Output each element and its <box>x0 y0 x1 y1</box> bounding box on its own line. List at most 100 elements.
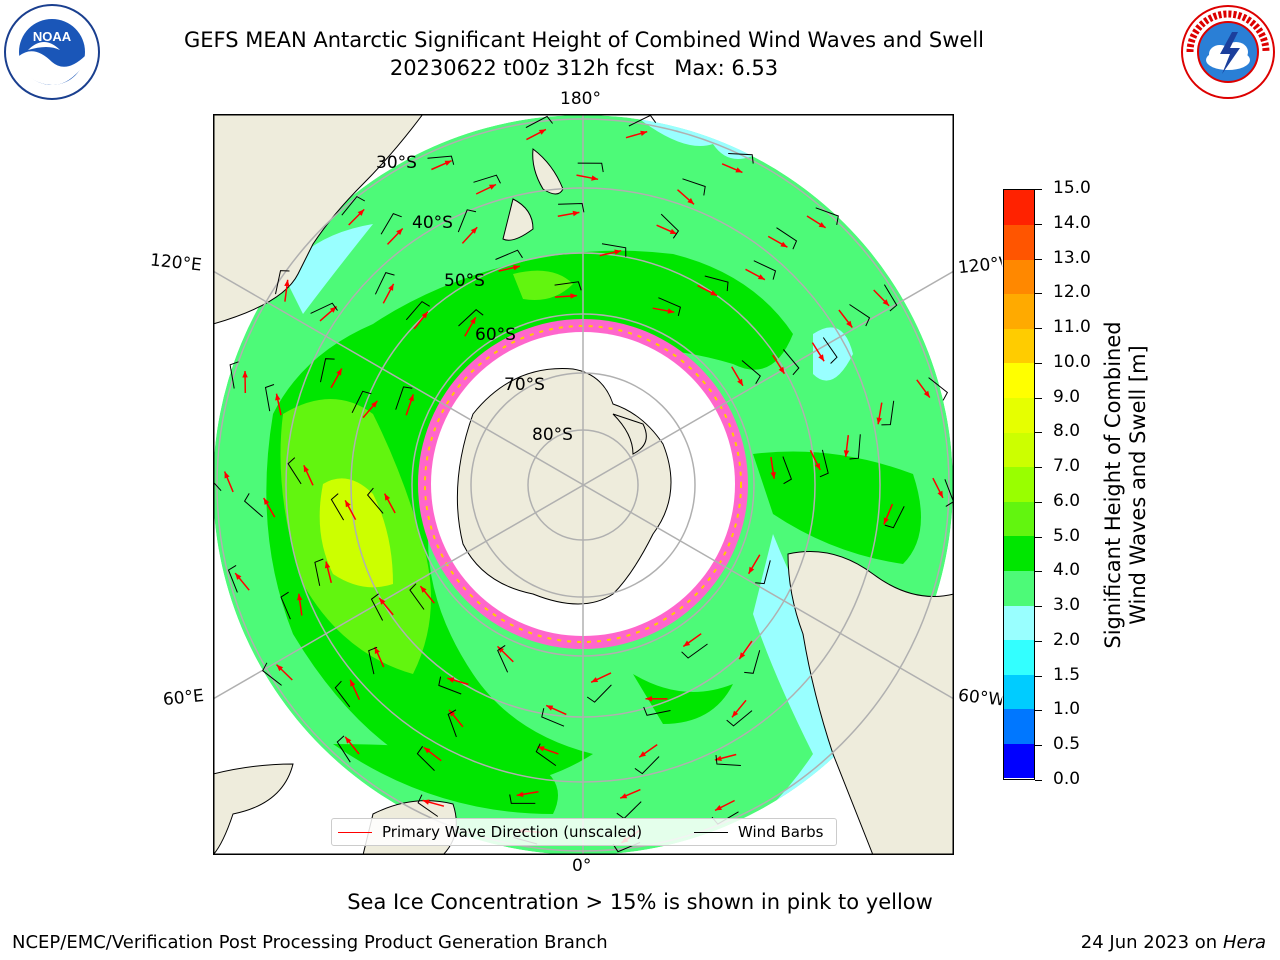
ocean-5-6m-north <box>513 270 573 300</box>
colorbar-tickmark <box>1035 223 1042 225</box>
wind-barb <box>416 746 435 771</box>
wind-barb <box>457 209 477 233</box>
footer-organization: NCEP/EMC/Verification Post Processing Pr… <box>12 932 608 953</box>
wind-barb <box>577 162 604 173</box>
wind-barb <box>643 706 671 716</box>
colorbar-tick-label: 8.0 <box>1053 421 1081 442</box>
colorbar-segment <box>1004 743 1034 779</box>
wind-barb <box>884 506 905 529</box>
wave-arrow-head <box>336 368 342 376</box>
colorbar-segment <box>1004 328 1034 364</box>
colorbar-segment <box>1004 708 1034 744</box>
wave-arrow-head <box>757 274 765 280</box>
lon-label-120W: 120°W <box>957 253 1003 279</box>
noaa-logo-text: NOAA <box>33 29 72 44</box>
wave-arrow-head <box>423 747 431 754</box>
colorbar-tickmark <box>1035 606 1042 608</box>
lat-label-80: 80°S <box>532 425 573 445</box>
wave-arrow-head <box>591 677 599 683</box>
wave-arrow-head <box>737 378 743 386</box>
wave-arrow-head <box>421 311 428 319</box>
wind-barb <box>783 349 800 376</box>
colorbar-tick-label: 4.0 <box>1053 560 1081 581</box>
map-border <box>213 114 954 855</box>
wind-barb <box>819 449 829 478</box>
colorbar-tick-label: 7.0 <box>1053 456 1081 477</box>
wave-arrow-head <box>818 354 825 362</box>
colorbar-tick-label: 1.0 <box>1053 699 1081 720</box>
wind-barb <box>320 358 335 383</box>
title-max: Max: 6.53 <box>674 56 779 80</box>
wind-barb <box>704 275 729 292</box>
legend-wave: Primary Wave Direction (unscaled) <box>338 823 642 841</box>
ocean-2-3m-west <box>283 224 373 314</box>
wave-arrow-head <box>770 472 776 479</box>
wave-arrow-head <box>345 736 352 744</box>
wave-arrow-head <box>444 160 452 166</box>
wind-barb <box>726 710 753 727</box>
wind-barb <box>310 302 338 314</box>
wind-barb <box>728 153 754 164</box>
colorbar-label-line1: Significant Height of Combined <box>1101 321 1125 649</box>
colorbar-tick-label: 6.0 <box>1053 490 1081 511</box>
wave-arrow-head <box>396 228 403 235</box>
colorbar-tick-label: 0.0 <box>1053 769 1081 789</box>
footer-date-text: 24 Jun 2023 on <box>1080 932 1218 953</box>
graticule <box>213 114 954 855</box>
colorbar-segment <box>1004 397 1034 433</box>
colorbar-tickmark <box>1035 467 1042 469</box>
wind-barb <box>881 400 895 426</box>
lon-label-0: 0° <box>572 856 592 876</box>
wind-barb <box>586 684 612 703</box>
lat-label-50: 50°S <box>444 271 485 291</box>
wave-arrow-head <box>683 640 691 647</box>
wind-barb <box>417 794 439 817</box>
wave-arrow-head <box>572 210 580 217</box>
colorbar-tick-label: 13.0 <box>1053 247 1091 268</box>
ocean-4-5m-east <box>753 451 921 564</box>
title-line1: GEFS MEAN Antarctic Significant Height o… <box>183 28 985 52</box>
colorbar-tickmark <box>1035 362 1042 364</box>
wave-arrow-head <box>748 566 755 574</box>
wave-arrow-head <box>470 317 476 325</box>
wave-arrow-head <box>324 561 331 569</box>
sea-ice-note: Sea Ice Concentration > 15% is shown in … <box>347 890 933 914</box>
wave-arrow-head <box>447 677 455 683</box>
wave-arrow-head <box>669 228 677 234</box>
lat-label-30: 30°S <box>376 153 417 173</box>
colorbar-tick-label: 1.5 <box>1053 664 1081 685</box>
lat-label-40: 40°S <box>412 213 453 233</box>
colorbar-tickmark <box>1035 710 1042 712</box>
wave-arrow-head <box>546 705 554 711</box>
wind-barb <box>660 213 680 239</box>
wave-arrow-head <box>778 366 785 374</box>
colorbar-tickmark <box>1035 780 1042 781</box>
wave-arrow-head <box>591 175 599 181</box>
wind-barb <box>741 360 761 384</box>
colorbar-tickmark <box>1035 571 1042 573</box>
wind-barb <box>287 457 302 485</box>
chart-title: GEFS MEAN Antarctic Significant Height o… <box>0 26 1168 82</box>
legend-wave-swatch <box>338 832 372 833</box>
wave-arrow-head <box>639 751 646 758</box>
colorbar-tick-label: 14.0 <box>1053 212 1091 233</box>
colorbar-tickmark <box>1035 536 1042 538</box>
footer-host: Hera <box>1222 932 1266 953</box>
wind-barb <box>849 304 871 327</box>
wave-arrow-head <box>645 696 652 702</box>
footer-date: 24 Jun 2023 on Hera <box>1081 932 1266 953</box>
wind-barb <box>366 487 384 514</box>
colorbar-tickmark <box>1035 397 1042 399</box>
wind-barb <box>849 434 861 460</box>
wave-arrow-head <box>345 500 351 508</box>
colorbar-segment <box>1004 639 1034 675</box>
land-new-zealand-south <box>502 198 534 241</box>
wind-barb <box>928 377 949 401</box>
wind-barb <box>535 743 557 767</box>
land-new-zealand-north <box>532 148 564 195</box>
colorbar-segment <box>1004 224 1034 260</box>
meridian-120E-60W <box>213 270 954 700</box>
colorbar-tickmark <box>1035 328 1042 330</box>
wave-arrow-head <box>570 293 577 299</box>
wind-barb <box>458 309 484 327</box>
